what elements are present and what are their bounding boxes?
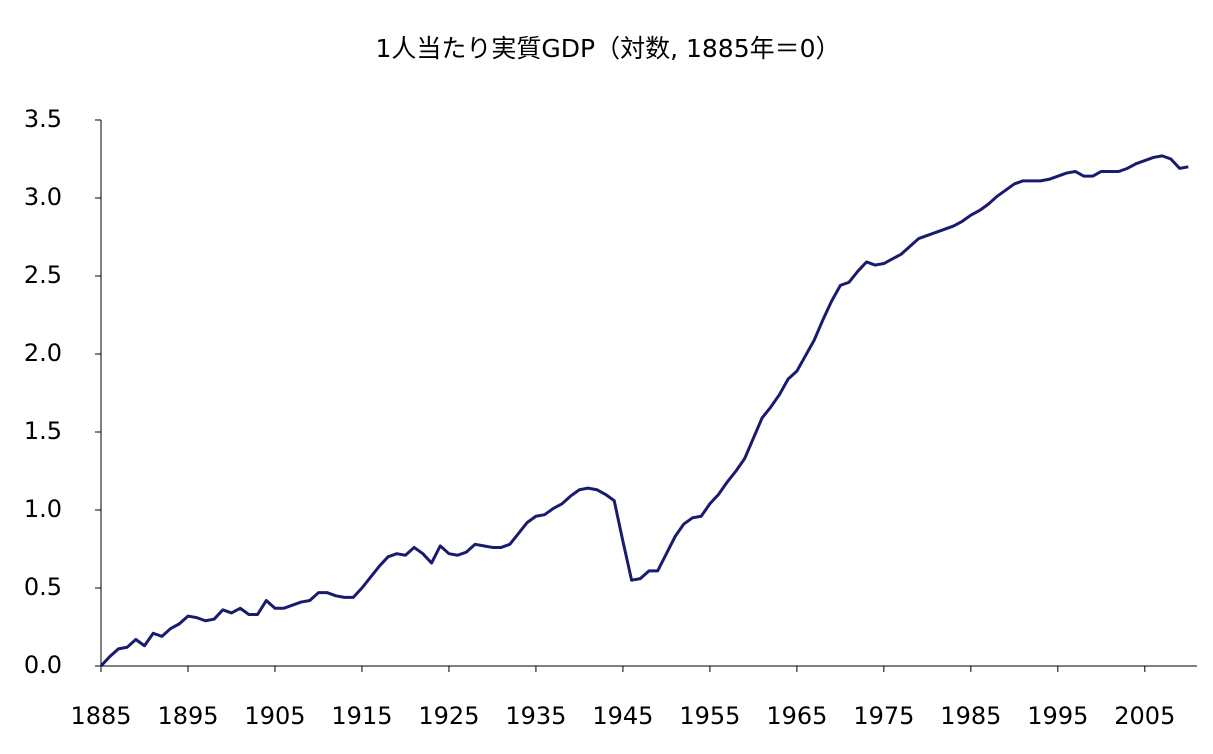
x-tick-label: 1955 [679,702,740,730]
x-tick-label: 1905 [244,702,305,730]
x-tick-label: 1985 [940,702,1001,730]
x-tick-label: 1925 [418,702,479,730]
x-tick-label: 1945 [592,702,653,730]
y-tick-label: 0.0 [24,651,62,679]
y-tick-label: 2.5 [24,261,62,289]
y-tick-label: 3.0 [24,183,62,211]
data-line [99,154,1189,668]
x-tick-label: 1975 [853,702,914,730]
y-tick-label: 0.5 [24,573,62,601]
x-tick-label: 2005 [1114,702,1175,730]
y-tick-label: 1.0 [24,495,62,523]
x-tick-label: 1995 [1027,702,1088,730]
x-tick-label: 1895 [157,702,218,730]
x-tick-label: 1915 [331,702,392,730]
x-tick-label: 1885 [70,702,131,730]
y-tick-label: 2.0 [24,339,62,367]
x-tick-label: 1965 [766,702,827,730]
y-tick-label: 3.5 [24,105,62,133]
chart-title: 1人当たり実質GDP（対数, 1885年＝0） [375,34,840,63]
y-tick-label: 1.5 [24,417,62,445]
x-tick-label: 1935 [505,702,566,730]
